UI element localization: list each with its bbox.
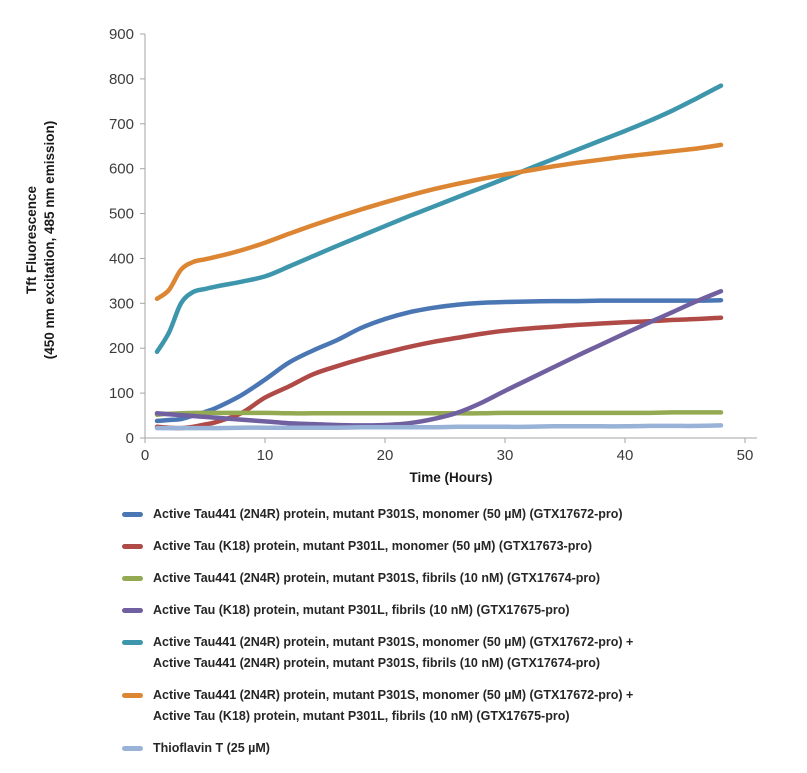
x-tick-label: 20 [377,447,394,464]
series-line-3 [154,410,724,417]
series-line-1 [154,297,724,424]
x-tick-label: 10 [257,447,274,464]
legend-swatch [122,544,143,549]
y-tick-label: 900 [109,26,134,43]
legend-item: Active Tau441 (2N4R) protein, mutant P30… [122,568,792,589]
legend-swatch [122,693,143,698]
series-line-6 [154,142,724,302]
legend-label-line: Active Tau (K18) protein, mutant P301L, … [153,539,592,553]
legend-label: Active Tau441 (2N4R) protein, mutant P30… [153,504,623,525]
y-tick-label: 200 [109,340,134,357]
x-tick-label: 0 [141,447,149,464]
legend-label: Active Tau441 (2N4R) protein, mutant P30… [153,685,633,727]
x-tick-label: 40 [617,447,634,464]
chart-plot-area: Tft Fluorescence (450 nm excitation, 485… [24,26,757,485]
legend-label: Active Tau (K18) protein, mutant P301L, … [153,536,592,557]
y-tick-label: 700 [109,116,134,133]
y-tick-label: 0 [126,430,134,447]
y-tick-label: 400 [109,250,134,267]
legend-label: Thioflavin T (25 µM) [153,738,270,759]
legend-label-line: Active Tau (K18) protein, mutant P301L, … [153,603,570,617]
y-axis-label-line2: (450 nm excitation, 485 nm emission) [42,121,57,360]
legend-label-line: Active Tau441 (2N4R) protein, mutant P30… [153,507,623,521]
chart-legend: Active Tau441 (2N4R) protein, mutant P30… [122,504,792,770]
y-tick-label: 300 [109,295,134,312]
y-tick-label: 800 [109,71,134,88]
y-tick-label: 500 [109,206,134,223]
legend-swatch [122,576,143,581]
legend-item: Active Tau441 (2N4R) protein, mutant P30… [122,685,792,727]
legend-item: Active Tau441 (2N4R) protein, mutant P30… [122,504,792,525]
legend-item: Active Tau441 (2N4R) protein, mutant P30… [122,632,792,674]
series-line-5 [154,83,724,355]
legend-label: Active Tau441 (2N4R) protein, mutant P30… [153,568,600,589]
legend-swatch [122,608,143,613]
series-line-4 [154,288,724,428]
x-tick-label: 50 [737,447,754,464]
legend-label-line: Active Tau441 (2N4R) protein, mutant P30… [153,571,601,585]
legend-label-line: Active Tau441 (2N4R) protein, mutant P30… [153,635,634,649]
legend-label: Active Tau441 (2N4R) protein, mutant P30… [153,632,633,674]
legend-item: Thioflavin T (25 µM) [122,738,792,759]
axes: 0 100 200 300 400 500 600 700 800 900 0 10 20 30 40 50 [109,26,757,464]
legend-label-line: Active Tau441 (2N4R) protein, mutant P30… [153,656,601,670]
legend-item: Active Tau (K18) protein, mutant P301L, … [122,600,792,621]
legend-label-line: Active Tau441 (2N4R) protein, mutant P30… [153,688,634,702]
x-axis-label: Time (Hours) [409,470,492,485]
series-line-2 [154,315,724,431]
legend-swatch [122,512,143,517]
legend-label-line: Active Tau (K18) protein, mutant P301L, … [153,709,570,723]
legend-label: Active Tau (K18) protein, mutant P301L, … [153,600,570,621]
series-lines [154,83,724,431]
legend-item: Active Tau (K18) protein, mutant P301L, … [122,536,792,557]
legend-swatch [122,640,143,645]
legend-swatch [122,746,143,751]
series-line-7 [154,423,724,431]
y-tick-label: 100 [109,385,134,402]
y-axis-label-line1: Tft Fluorescence [24,185,39,294]
legend-label-line: Thioflavin T (25 µM) [153,741,270,755]
y-tick-label: 600 [109,161,134,178]
x-tick-label: 30 [497,447,514,464]
line-chart: Tft Fluorescence (450 nm excitation, 485… [24,26,757,485]
